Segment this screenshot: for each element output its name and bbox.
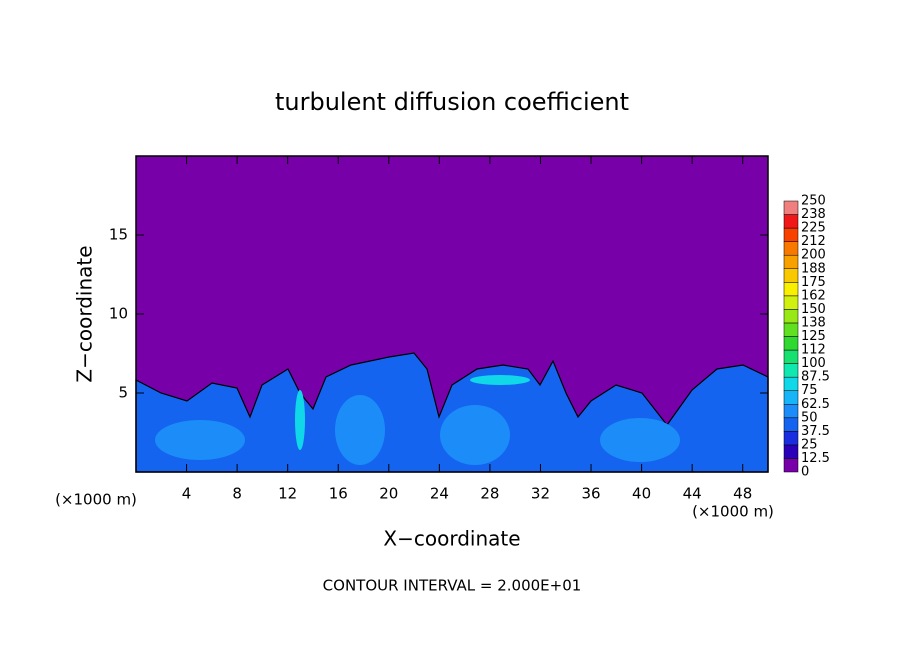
x-axis-label: X−coordinate [383,527,520,551]
colorbar-swatch [783,444,799,459]
chart-title: turbulent diffusion coefficient [275,88,629,116]
colorbar-label: 250 [801,194,826,209]
colorbar-label: 25 [801,437,818,452]
x-tick-label: 24 [430,485,449,503]
x-tick-label: 48 [733,485,752,503]
colorbar-swatch [783,363,799,378]
colorbar-label: 0 [801,465,809,480]
field [135,156,769,473]
x-tick-label: 36 [581,485,600,503]
colorbar-label: 238 [801,207,826,222]
x-tick-label: 44 [683,485,702,503]
colorbar-swatch [783,349,799,364]
colorbar-label: 138 [801,315,826,330]
y-tick-label: 15 [109,226,128,244]
colorbar-swatch [783,295,799,310]
x-tick-label: 8 [232,485,242,503]
x-unit-label: (×1000 m) [692,503,774,521]
colorbar-swatch [783,241,799,256]
y-tick-label: 5 [118,384,128,402]
field-region [155,420,245,460]
colorbar-swatch [783,404,799,419]
colorbar-label: 62.5 [801,397,830,412]
x-tick-label: 4 [182,485,192,503]
colorbar-label: 150 [801,302,826,317]
colorbar-label: 87.5 [801,370,830,385]
colorbar-swatch [783,417,799,432]
x-tick-label: 20 [379,485,398,503]
field-region [295,390,305,450]
colorbar-label: 50 [801,410,818,425]
colorbar-swatch [783,254,799,269]
colorbar-label: 200 [801,248,826,263]
colorbar-label: 162 [801,288,826,303]
colorbar-label: 37.5 [801,424,830,439]
colorbar-label: 212 [801,234,826,249]
field-region [335,395,385,465]
colorbar-swatch [783,431,799,446]
colorbar-label: 75 [801,383,818,398]
colorbar-swatch [783,458,799,473]
contour-note: CONTOUR INTERVAL = 2.000E+01 [323,577,582,595]
colorbar-swatch [783,322,799,337]
x-tick-label: 28 [480,485,499,503]
colorbar-label: 225 [801,221,826,236]
colorbar-swatch [783,282,799,297]
x-tick-label: 32 [531,485,550,503]
field-region [440,405,510,465]
colorbar-label: 100 [801,356,826,371]
y-tick-label: 10 [109,305,128,323]
colorbar-swatch [783,309,799,324]
colorbar-label: 175 [801,275,826,290]
colorbar-swatch [783,376,799,391]
colorbar-label: 188 [801,261,826,276]
colorbar-swatch [783,200,799,215]
x-tick-label: 40 [632,485,651,503]
x-tick-label: 12 [278,485,297,503]
colorbar-swatch [783,390,799,405]
x-tick-label: 16 [329,485,348,503]
y-axis-label: Z−coordinate [73,245,97,382]
colorbar-swatch [783,268,799,283]
colorbar-swatch [783,336,799,351]
field-region [470,375,530,385]
colorbar-label: 112 [801,343,826,358]
colorbar-swatch [783,227,799,242]
colorbar-label: 12.5 [801,451,830,466]
colorbar-label: 125 [801,329,826,344]
x-unit-label: (×1000 m) [55,491,137,509]
field-region [600,418,680,462]
colorbar-swatch [783,214,799,229]
